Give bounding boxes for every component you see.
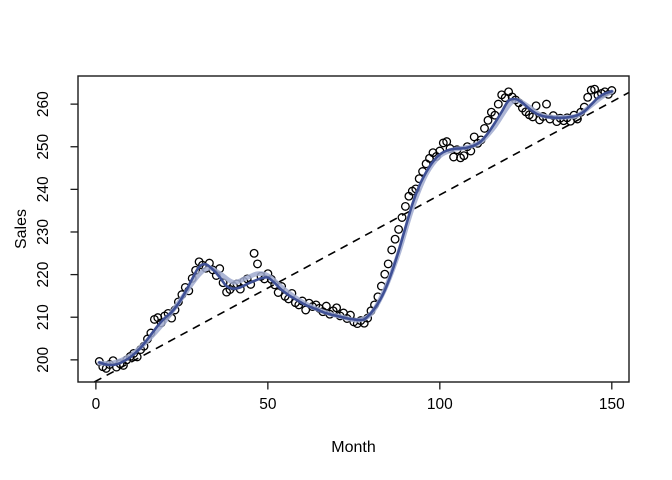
y-tick-label: 240 (35, 176, 52, 202)
y-tick-label: 220 (35, 261, 52, 287)
data-point (397, 213, 407, 222)
data-point (583, 92, 593, 102)
data-point (332, 303, 342, 313)
data-point (321, 301, 331, 311)
data-point (383, 259, 393, 269)
data-point (390, 234, 400, 244)
data-point (442, 137, 452, 147)
data-point (480, 123, 489, 133)
y-tick-label: 200 (35, 347, 52, 373)
y-tick-label: 230 (35, 219, 52, 245)
x-tick-label: 150 (599, 396, 625, 413)
data-point (253, 259, 262, 269)
data-point (586, 85, 596, 95)
y-tick-label: 260 (35, 91, 52, 117)
x-tick-label: 50 (259, 396, 277, 413)
lowess-halo-line (97, 89, 615, 366)
data-point (380, 269, 390, 279)
data-point (249, 248, 259, 258)
x-tick-label: 0 (92, 396, 101, 413)
data-point (394, 224, 404, 234)
trend-line (93, 91, 630, 383)
data-point (459, 151, 469, 161)
data-point (387, 245, 397, 255)
data-point (483, 115, 493, 125)
y-tick-label: 250 (35, 133, 52, 159)
plot-border (77, 75, 630, 383)
x-axis-title: Month (331, 439, 375, 456)
data-point (493, 99, 503, 109)
x-tick-label: 100 (427, 396, 453, 413)
y-axis-title: Sales (13, 209, 30, 249)
lowess-line (98, 90, 614, 367)
data-point (218, 278, 228, 288)
y-tick-label: 210 (35, 304, 52, 330)
plot-layers: 0 50 100 150 200 210 220 230 240 250 260 (35, 75, 630, 413)
data-point (400, 201, 410, 211)
data-point (542, 99, 551, 109)
